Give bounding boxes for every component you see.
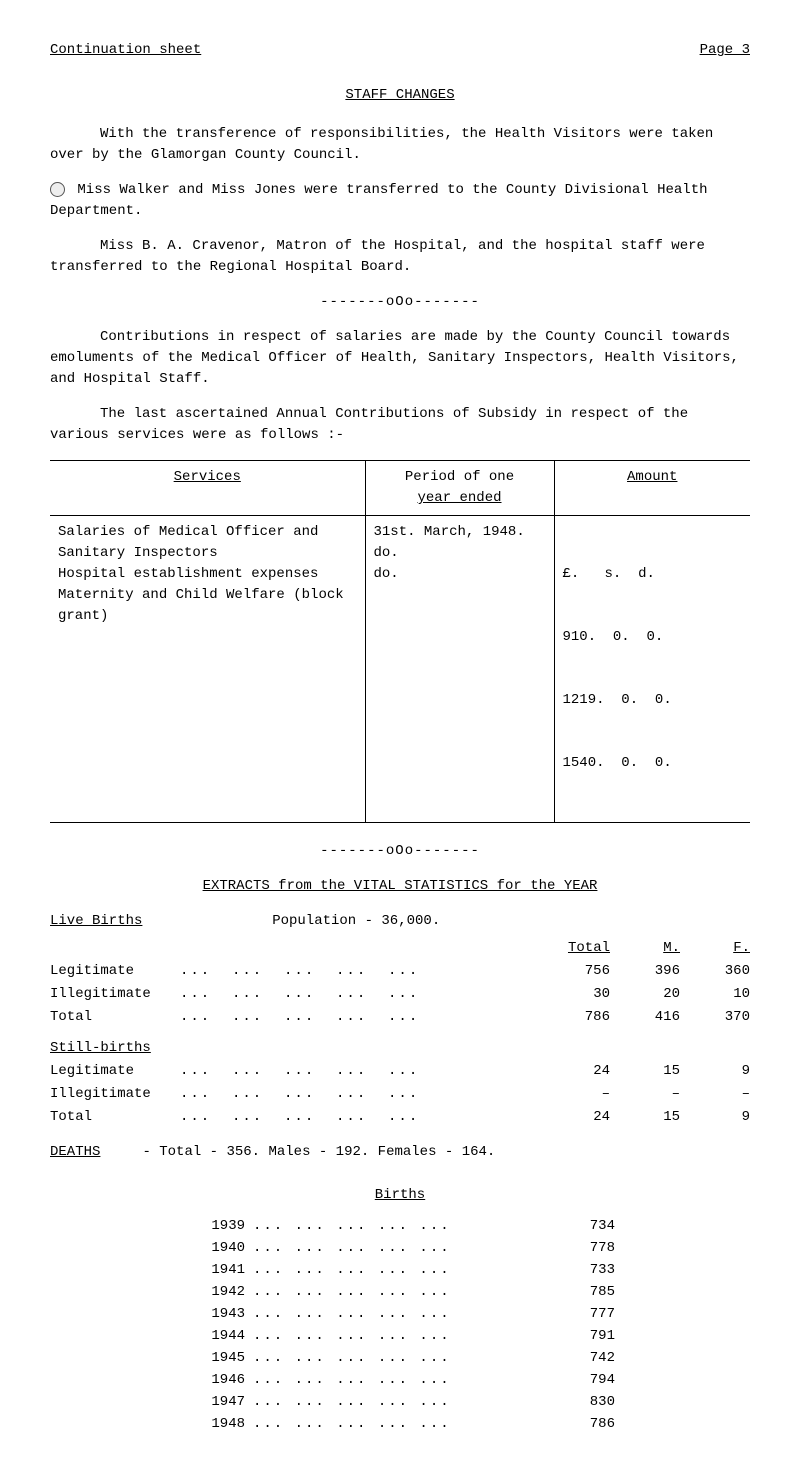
table-header-row: Services Period of oneyear ended Amount bbox=[50, 461, 750, 516]
punch-hole-icon bbox=[50, 182, 65, 197]
services-table: Services Period of oneyear ended Amount … bbox=[50, 460, 750, 823]
live-births-block: Legitimate... ... ... ... ...756396360Il… bbox=[50, 961, 750, 1028]
births-year-row: 1941... ... ... ... ...733 bbox=[185, 1260, 615, 1281]
live-births-label: Live Births bbox=[50, 911, 142, 932]
vitals-columns-header: Total M. F. bbox=[50, 938, 750, 959]
births-by-year-block: 1939... ... ... ... ...7341940... ... ..… bbox=[185, 1216, 615, 1435]
vitals-row: Total... ... ... ... ...24159 bbox=[50, 1107, 750, 1128]
births-year-row: 1940... ... ... ... ...778 bbox=[185, 1238, 615, 1259]
paragraph-2: Miss Walker and Miss Jones were transfer… bbox=[50, 180, 750, 222]
paragraph-4: Contributions in respect of salaries are… bbox=[50, 327, 750, 390]
vitals-row: Total... ... ... ... ...786416370 bbox=[50, 1007, 750, 1028]
births-year-row: 1948... ... ... ... ...786 bbox=[185, 1414, 615, 1435]
page-header: Continuation sheet Page 3 bbox=[50, 40, 750, 61]
table-row: Salaries of Medical Officer and Sanitary… bbox=[50, 516, 750, 823]
population-row: Live Births Population - 36,000. bbox=[50, 911, 750, 932]
still-births-label: Still-births bbox=[50, 1038, 750, 1059]
paragraph-3: Miss B. A. Cravenor, Matron of the Hospi… bbox=[50, 236, 750, 278]
births-year-row: 1942... ... ... ... ...785 bbox=[185, 1282, 615, 1303]
births-year-row: 1946... ... ... ... ...794 bbox=[185, 1370, 615, 1391]
divider-ooo-2: -------oOo------- bbox=[50, 841, 750, 862]
deaths-line: DEATHS - Total - 356. Males - 192. Femal… bbox=[50, 1142, 750, 1163]
births-year-row: 1947... ... ... ... ...830 bbox=[185, 1392, 615, 1413]
extracts-title: EXTRACTS from the VITAL STATISTICS for t… bbox=[50, 876, 750, 897]
vitals-row: Illegitimate... ... ... ... ...––– bbox=[50, 1084, 750, 1105]
section-title: STAFF CHANGES bbox=[50, 85, 750, 106]
population-text: Population - 36,000. bbox=[272, 911, 440, 932]
vitals-row: Legitimate... ... ... ... ...24159 bbox=[50, 1061, 750, 1082]
vitals-row: Legitimate... ... ... ... ...756396360 bbox=[50, 961, 750, 982]
vitals-row: Illegitimate... ... ... ... ...302010 bbox=[50, 984, 750, 1005]
paragraph-1: With the transference of responsibilitie… bbox=[50, 124, 750, 166]
header-left: Continuation sheet bbox=[50, 40, 201, 61]
births-year-row: 1943... ... ... ... ...777 bbox=[185, 1304, 615, 1325]
births-year-row: 1944... ... ... ... ...791 bbox=[185, 1326, 615, 1347]
births-year-row: 1939... ... ... ... ...734 bbox=[185, 1216, 615, 1237]
divider-ooo: -------oOo------- bbox=[50, 292, 750, 313]
paragraph-5: The last ascertained Annual Contribution… bbox=[50, 404, 750, 446]
header-right: Page 3 bbox=[700, 40, 750, 61]
births-by-year-title: Births bbox=[50, 1185, 750, 1206]
still-births-block: Legitimate... ... ... ... ...24159Illegi… bbox=[50, 1061, 750, 1128]
births-year-row: 1945... ... ... ... ...742 bbox=[185, 1348, 615, 1369]
